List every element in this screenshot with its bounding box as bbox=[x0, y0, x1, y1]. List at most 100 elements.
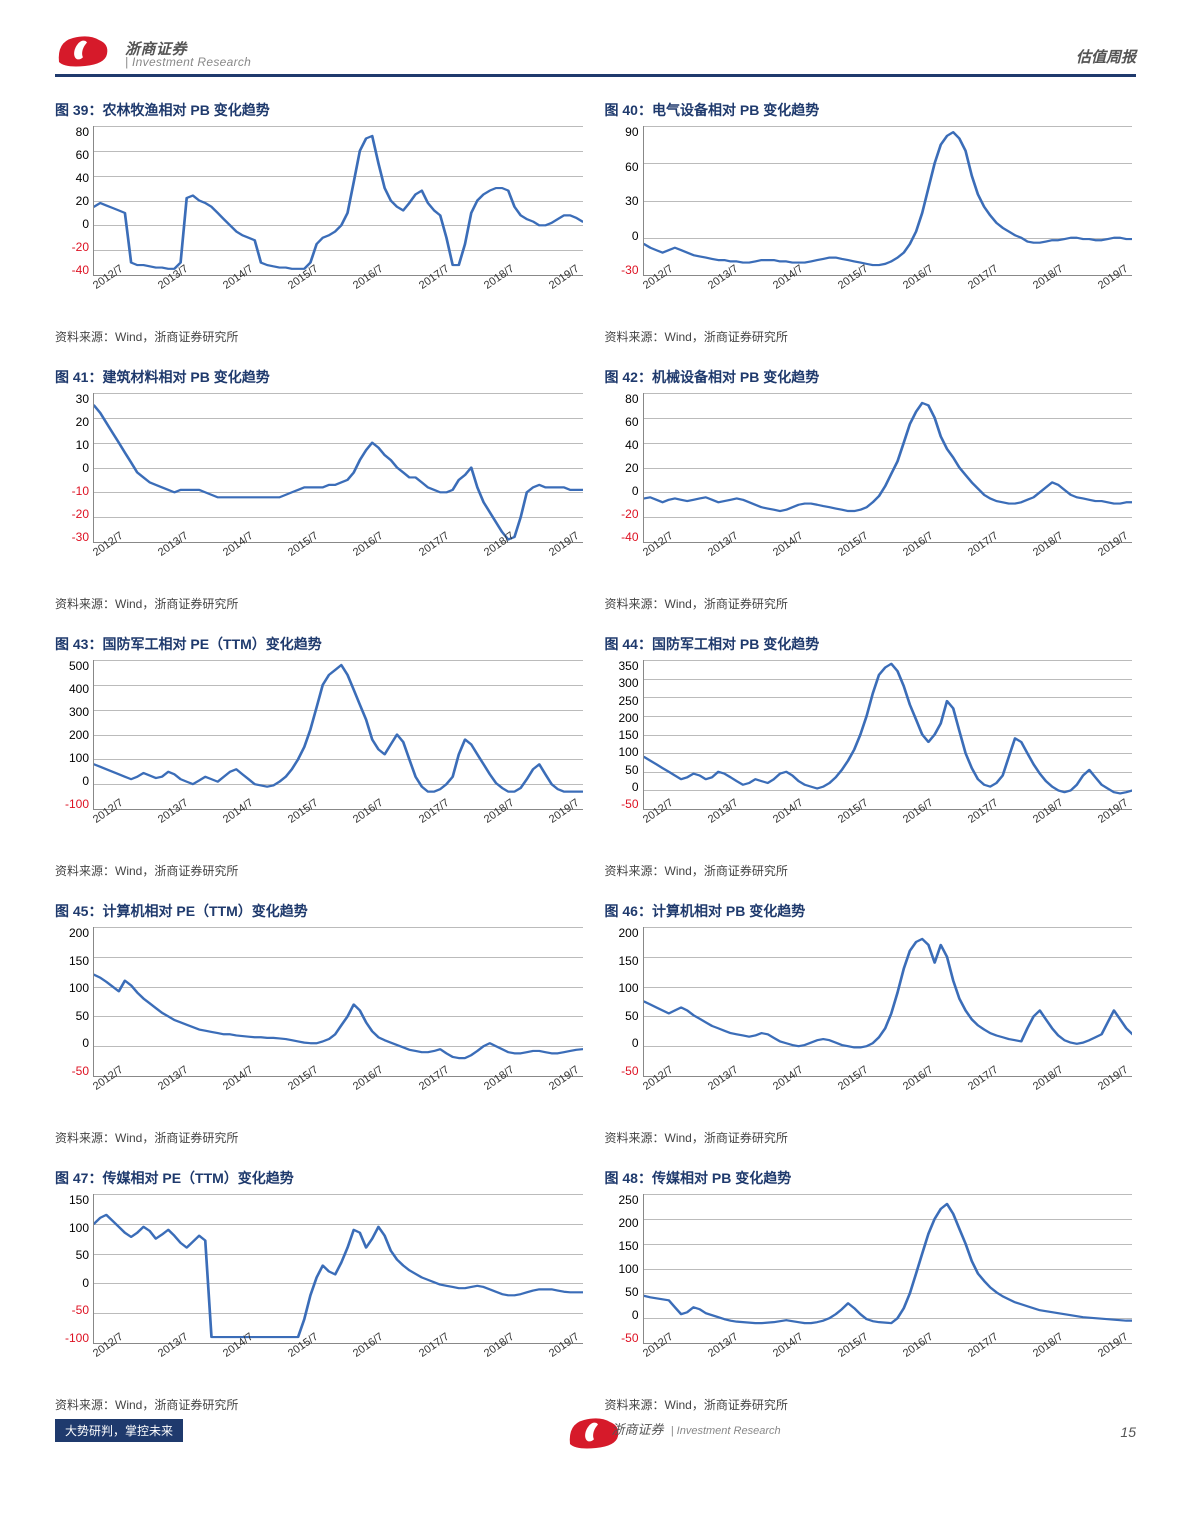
chart-c48: 图 48：传媒相对 PB 变化趋势250200150100500-502012/… bbox=[605, 1152, 1137, 1413]
x-axis: 2012/72013/72014/72015/72016/72017/72018… bbox=[93, 278, 583, 290]
y-tick-label: -50 bbox=[72, 1304, 89, 1316]
y-tick-label: 40 bbox=[625, 439, 638, 451]
y-tick-label: -40 bbox=[621, 531, 638, 543]
brand-subtitle: | Investment Research bbox=[125, 55, 251, 69]
footer-slogan: 大势研判，掌控未来 bbox=[55, 1419, 183, 1442]
y-axis: 150100500-50-100 bbox=[55, 1194, 93, 1344]
y-tick-label: -40 bbox=[72, 264, 89, 276]
chart-source: 资料来源：Wind，浙商证券研究所 bbox=[55, 595, 587, 612]
chart-plot-area: 806040200-20-402012/72013/72014/72015/72… bbox=[55, 126, 587, 326]
y-axis: 9060300-30 bbox=[605, 126, 643, 276]
y-tick-label: 30 bbox=[76, 393, 89, 405]
y-tick-label: -50 bbox=[621, 1065, 638, 1077]
x-axis: 2012/72013/72014/72015/72016/72017/72018… bbox=[93, 545, 583, 557]
chart-c45: 图 45：计算机相对 PE（TTM）变化趋势200150100500-50201… bbox=[55, 885, 587, 1146]
chart-source: 资料来源：Wind，浙商证券研究所 bbox=[605, 1129, 1137, 1146]
report-header: 浙商证券 | Investment Research 估值周报 bbox=[55, 40, 1136, 84]
x-axis: 2012/72013/72014/72015/72016/72017/72018… bbox=[643, 812, 1133, 824]
y-axis: 250200150100500-50 bbox=[605, 1194, 643, 1344]
y-tick-label: -30 bbox=[72, 531, 89, 543]
y-tick-label: 150 bbox=[69, 955, 89, 967]
y-tick-label: -20 bbox=[72, 508, 89, 520]
chart-title: 图 43：国防军工相对 PE（TTM）变化趋势 bbox=[55, 634, 587, 654]
y-axis: 350300250200150100500-50 bbox=[605, 660, 643, 810]
y-tick-label: 150 bbox=[69, 1194, 89, 1206]
y-tick-label: 100 bbox=[69, 1222, 89, 1234]
chart-c44: 图 44：国防军工相对 PB 变化趋势350300250200150100500… bbox=[605, 618, 1137, 879]
chart-c42: 图 42：机械设备相对 PB 变化趋势806040200-20-402012/7… bbox=[605, 351, 1137, 612]
chart-title: 图 44：国防军工相对 PB 变化趋势 bbox=[605, 634, 1137, 654]
y-tick-label: 0 bbox=[632, 1309, 639, 1321]
chart-title: 图 39：农林牧渔相对 PB 变化趋势 bbox=[55, 100, 587, 120]
chart-c39: 图 39：农林牧渔相对 PB 变化趋势806040200-20-402012/7… bbox=[55, 84, 587, 345]
y-tick-label: -100 bbox=[65, 1332, 89, 1344]
chart-source: 资料来源：Wind，浙商证券研究所 bbox=[605, 1396, 1137, 1413]
y-tick-label: 150 bbox=[618, 1240, 638, 1252]
y-tick-label: 100 bbox=[69, 752, 89, 764]
report-title: 估值周报 bbox=[1076, 46, 1136, 67]
chart-plot-area: 350300250200150100500-502012/72013/72014… bbox=[605, 660, 1137, 860]
x-axis: 2012/72013/72014/72015/72016/72017/72018… bbox=[643, 545, 1133, 557]
y-tick-label: 300 bbox=[69, 706, 89, 718]
y-tick-label: 100 bbox=[618, 982, 638, 994]
brand-logo-icon bbox=[55, 32, 115, 68]
chart-plot-area: 200150100500-502012/72013/72014/72015/72… bbox=[55, 927, 587, 1127]
y-axis: 200150100500-50 bbox=[605, 927, 643, 1077]
chart-plot-area: 250200150100500-502012/72013/72014/72015… bbox=[605, 1194, 1137, 1394]
chart-c46: 图 46：计算机相对 PB 变化趋势200150100500-502012/72… bbox=[605, 885, 1137, 1146]
y-tick-label: 100 bbox=[69, 982, 89, 994]
chart-source: 资料来源：Wind，浙商证券研究所 bbox=[605, 328, 1137, 345]
y-tick-label: 200 bbox=[618, 712, 638, 724]
y-tick-label: 200 bbox=[69, 729, 89, 741]
chart-c47: 图 47：传媒相对 PE（TTM）变化趋势150100500-50-100201… bbox=[55, 1152, 587, 1413]
chart-title: 图 41：建筑材料相对 PB 变化趋势 bbox=[55, 367, 587, 387]
y-tick-label: 80 bbox=[76, 126, 89, 138]
plot bbox=[643, 660, 1133, 810]
y-axis: 806040200-20-40 bbox=[55, 126, 93, 276]
y-tick-label: 0 bbox=[82, 218, 89, 230]
y-tick-label: 200 bbox=[618, 927, 638, 939]
footer-page-number: 15 bbox=[1120, 1424, 1136, 1440]
chart-source: 资料来源：Wind，浙商证券研究所 bbox=[55, 328, 587, 345]
y-tick-label: 500 bbox=[69, 660, 89, 672]
plot bbox=[643, 393, 1133, 543]
y-tick-label: 20 bbox=[76, 416, 89, 428]
y-tick-label: 50 bbox=[76, 1249, 89, 1261]
y-tick-label: 150 bbox=[618, 729, 638, 741]
plot bbox=[643, 126, 1133, 276]
chart-source: 资料来源：Wind，浙商证券研究所 bbox=[605, 862, 1137, 879]
chart-plot-area: 5004003002001000-1002012/72013/72014/720… bbox=[55, 660, 587, 860]
y-tick-label: 300 bbox=[618, 677, 638, 689]
chart-plot-area: 3020100-10-20-302012/72013/72014/72015/7… bbox=[55, 393, 587, 593]
chart-plot-area: 150100500-50-1002012/72013/72014/72015/7… bbox=[55, 1194, 587, 1394]
y-tick-label: 60 bbox=[625, 161, 638, 173]
x-axis: 2012/72013/72014/72015/72016/72017/72018… bbox=[93, 812, 583, 824]
y-axis: 5004003002001000-100 bbox=[55, 660, 93, 810]
y-tick-label: 0 bbox=[632, 230, 639, 242]
chart-title: 图 46：计算机相对 PB 变化趋势 bbox=[605, 901, 1137, 921]
x-axis: 2012/72013/72014/72015/72016/72017/72018… bbox=[643, 278, 1133, 290]
chart-source: 资料来源：Wind，浙商证券研究所 bbox=[55, 1396, 587, 1413]
y-tick-label: 50 bbox=[625, 764, 638, 776]
y-tick-label: 80 bbox=[625, 393, 638, 405]
y-tick-label: 200 bbox=[618, 1217, 638, 1229]
y-tick-label: -50 bbox=[621, 1332, 638, 1344]
chart-source: 资料来源：Wind，浙商证券研究所 bbox=[55, 862, 587, 879]
plot bbox=[643, 927, 1133, 1077]
chart-c41: 图 41：建筑材料相对 PB 变化趋势3020100-10-20-302012/… bbox=[55, 351, 587, 612]
y-tick-label: -30 bbox=[621, 264, 638, 276]
chart-source: 资料来源：Wind，浙商证券研究所 bbox=[605, 595, 1137, 612]
y-tick-label: 0 bbox=[632, 781, 639, 793]
chart-title: 图 47：传媒相对 PE（TTM）变化趋势 bbox=[55, 1168, 587, 1188]
y-axis: 3020100-10-20-30 bbox=[55, 393, 93, 543]
y-tick-label: 0 bbox=[632, 485, 639, 497]
y-tick-label: 50 bbox=[625, 1286, 638, 1298]
y-tick-label: -20 bbox=[621, 508, 638, 520]
y-tick-label: 400 bbox=[69, 683, 89, 695]
y-tick-label: -100 bbox=[65, 798, 89, 810]
x-axis: 2012/72013/72014/72015/72016/72017/72018… bbox=[643, 1346, 1133, 1358]
chart-title: 图 40：电气设备相对 PB 变化趋势 bbox=[605, 100, 1137, 120]
plot bbox=[643, 1194, 1133, 1344]
y-tick-label: 350 bbox=[618, 660, 638, 672]
y-tick-label: 50 bbox=[625, 1010, 638, 1022]
